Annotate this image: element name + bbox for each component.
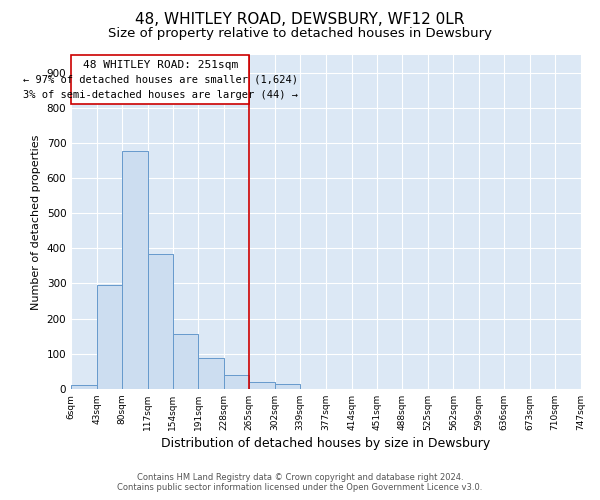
Bar [249, 382, 275, 389]
Text: Contains HM Land Registry data © Crown copyright and database right 2024.
Contai: Contains HM Land Registry data © Crown c… [118, 473, 482, 492]
Bar [199, 358, 224, 389]
Bar [275, 384, 300, 389]
Bar [173, 334, 199, 389]
X-axis label: Distribution of detached houses by size in Dewsbury: Distribution of detached houses by size … [161, 437, 490, 450]
Y-axis label: Number of detached properties: Number of detached properties [31, 134, 41, 310]
Text: ← 97% of detached houses are smaller (1,624): ← 97% of detached houses are smaller (1,… [23, 74, 298, 85]
Text: 48 WHITLEY ROAD: 251sqm: 48 WHITLEY ROAD: 251sqm [83, 60, 238, 70]
Bar [224, 375, 249, 389]
Text: 48, WHITLEY ROAD, DEWSBURY, WF12 0LR: 48, WHITLEY ROAD, DEWSBURY, WF12 0LR [136, 12, 464, 28]
Text: Size of property relative to detached houses in Dewsbury: Size of property relative to detached ho… [108, 28, 492, 40]
Bar [71, 386, 97, 389]
Text: 3% of semi-detached houses are larger (44) →: 3% of semi-detached houses are larger (4… [23, 90, 298, 101]
Bar [148, 254, 173, 389]
FancyBboxPatch shape [71, 55, 249, 104]
Bar [122, 152, 148, 389]
Bar [97, 285, 122, 389]
